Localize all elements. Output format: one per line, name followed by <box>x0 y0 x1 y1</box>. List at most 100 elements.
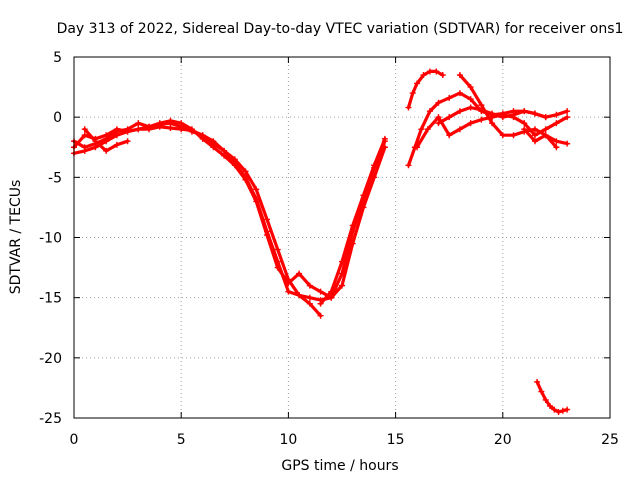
data-point-marker <box>538 388 545 395</box>
data-point-marker <box>564 108 571 115</box>
x-tick-label: 5 <box>177 432 186 448</box>
data-point-marker <box>542 126 549 133</box>
data-point-marker <box>446 94 453 101</box>
data-point-marker <box>426 108 433 115</box>
data-point-marker <box>253 186 260 193</box>
tick-labels: 0 5 10 15 20 25 5 0 -5 -10 -15 -20 -25 <box>39 50 619 448</box>
data-point-marker <box>242 168 249 175</box>
data-point-marker <box>306 300 313 307</box>
data-point-marker <box>124 138 131 145</box>
x-tick-label: 25 <box>601 432 619 448</box>
data-point-marker <box>381 135 388 142</box>
data-point-marker <box>433 68 440 75</box>
data-point-marker <box>420 72 427 79</box>
data-point-marker <box>103 147 110 154</box>
data-point-marker <box>435 99 442 106</box>
data-point-marker <box>263 216 270 223</box>
data-point-marker <box>553 111 560 118</box>
data-point-marker <box>546 402 553 409</box>
data-point-marker <box>424 126 431 133</box>
data-point-marker <box>446 114 453 121</box>
data-point-marker <box>435 120 442 127</box>
data-series <box>71 68 571 415</box>
data-point-marker <box>553 120 560 127</box>
data-point-marker <box>446 132 453 139</box>
series-track-10 <box>435 104 571 127</box>
data-point-marker <box>317 300 324 307</box>
data-point-marker <box>210 144 217 151</box>
y-tick-label: -10 <box>39 231 62 247</box>
data-point-marker <box>296 270 303 277</box>
data-point-marker <box>113 132 120 139</box>
x-tick-label: 10 <box>279 432 297 448</box>
data-point-marker <box>456 90 463 97</box>
data-point-marker <box>274 246 281 253</box>
data-point-marker <box>242 176 249 183</box>
data-point-marker <box>253 198 260 205</box>
data-point-marker <box>564 140 571 147</box>
data-point-marker <box>478 116 485 123</box>
data-point-marker <box>467 104 474 111</box>
data-point-marker <box>92 138 99 145</box>
data-point-marker <box>92 144 99 151</box>
data-point-marker <box>521 126 528 133</box>
y-tick-label: -25 <box>39 411 62 427</box>
data-point-marker <box>531 138 538 145</box>
data-point-marker <box>478 106 485 113</box>
data-point-marker <box>456 72 463 79</box>
data-point-marker <box>317 312 324 319</box>
data-point-marker <box>113 141 120 148</box>
data-point-marker <box>418 126 425 133</box>
data-point-marker <box>328 294 335 301</box>
data-point-marker <box>81 147 88 154</box>
axis-ticks <box>73 56 611 419</box>
data-point-marker <box>439 72 446 79</box>
data-point-marker <box>210 138 217 145</box>
y-tick-label: -5 <box>48 170 62 186</box>
y-axis-label: SDTVAR / TECUs <box>8 180 24 295</box>
data-point-marker <box>328 288 335 295</box>
series-line <box>522 127 559 149</box>
data-point-marker <box>231 162 238 169</box>
data-point-marker <box>456 108 463 115</box>
data-point-marker <box>178 120 185 127</box>
data-point-marker <box>542 132 549 139</box>
data-point-marker <box>339 258 345 265</box>
data-point-marker <box>156 120 163 127</box>
data-point-marker <box>542 396 549 403</box>
data-point-marker <box>285 288 292 295</box>
series-track-4 <box>81 126 131 154</box>
data-point-marker <box>221 152 228 159</box>
data-point-marker <box>467 84 474 91</box>
data-point-marker <box>167 124 174 131</box>
data-point-marker <box>103 138 110 145</box>
data-point-marker <box>349 222 356 229</box>
data-point-marker <box>113 126 120 133</box>
data-point-marker <box>124 128 131 135</box>
data-point-marker <box>103 132 110 139</box>
data-point-marker <box>274 264 281 271</box>
data-point-marker <box>521 108 528 115</box>
data-point-marker <box>531 110 538 117</box>
series-track-3 <box>71 117 388 301</box>
data-point-marker <box>405 104 412 111</box>
data-point-marker <box>167 117 174 124</box>
y-tick-label: 0 <box>53 110 62 126</box>
data-point-marker <box>551 406 558 413</box>
data-point-marker <box>178 126 185 133</box>
data-point-marker <box>467 96 474 103</box>
x-tick-label: 15 <box>387 432 405 448</box>
series-track-5 <box>317 135 388 307</box>
series-track-11 <box>521 126 560 151</box>
y-tick-label: 5 <box>53 50 62 66</box>
data-point-marker <box>339 282 345 289</box>
data-point-marker <box>489 120 496 127</box>
data-point-marker <box>81 126 88 133</box>
data-point-marker <box>510 132 517 139</box>
data-point-marker <box>489 110 496 117</box>
data-point-marker <box>306 282 313 289</box>
data-point-marker <box>135 126 142 133</box>
data-point-marker <box>263 232 270 239</box>
x-tick-label: 0 <box>70 432 79 448</box>
data-point-marker <box>531 132 538 139</box>
